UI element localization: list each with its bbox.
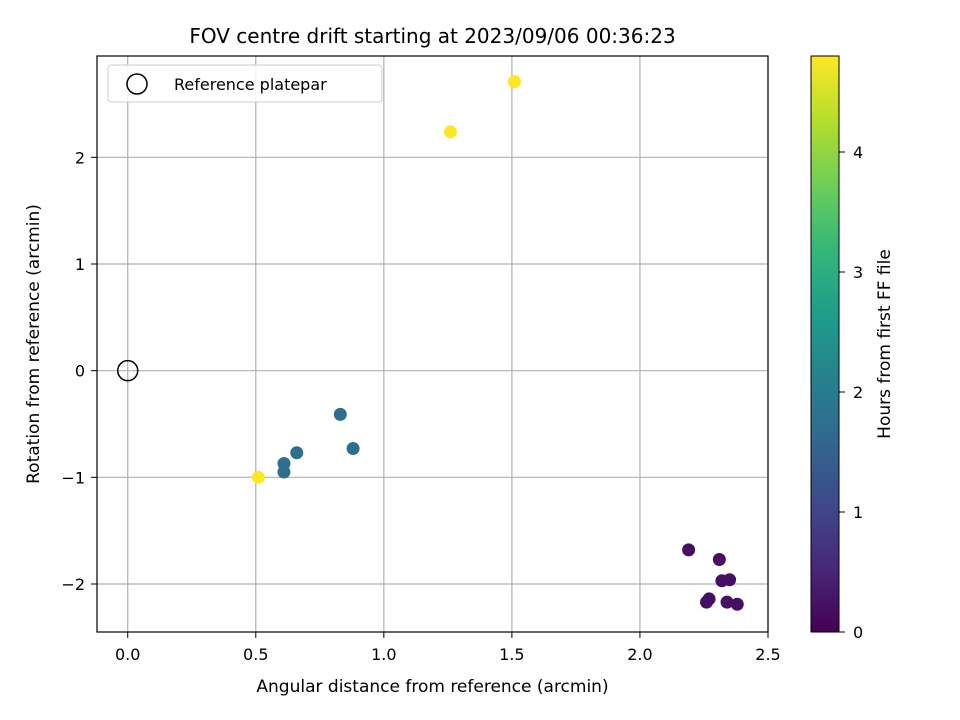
scatter-point bbox=[251, 470, 265, 484]
colorbar-tick-label: 0 bbox=[853, 623, 863, 642]
y-tick-label: −2 bbox=[61, 575, 85, 594]
scatter-point bbox=[507, 75, 521, 89]
plot-frame bbox=[96, 55, 769, 633]
colorbar-tick-label: 1 bbox=[853, 503, 863, 522]
scatter-point bbox=[290, 446, 304, 460]
reference-marker-layer bbox=[116, 359, 139, 382]
scatter-point bbox=[277, 465, 291, 479]
x-axis-label: Angular distance from reference (arcmin) bbox=[256, 677, 608, 697]
scatter-point bbox=[700, 595, 714, 609]
y-tick-label: 0 bbox=[75, 362, 85, 381]
y-axis-ticks: −2 −1 0 1 2 bbox=[61, 148, 97, 594]
scatter-point bbox=[723, 573, 737, 587]
y-axis-label: Rotation from reference (arcmin) bbox=[24, 204, 44, 484]
scatter-point bbox=[333, 407, 347, 421]
scatter-point bbox=[712, 552, 726, 566]
scatter-point bbox=[443, 125, 457, 139]
colorbar-tick-label: 3 bbox=[853, 263, 863, 282]
x-axis-ticks: 0.0 0.5 1.0 1.5 2.0 2.5 bbox=[115, 632, 781, 664]
y-tick-label: 2 bbox=[75, 148, 85, 167]
legend-box bbox=[107, 64, 383, 103]
colorbar-tick-label: 4 bbox=[853, 143, 863, 162]
x-tick-label: 0.5 bbox=[243, 645, 268, 664]
data-points bbox=[251, 75, 744, 611]
scatter-point bbox=[720, 595, 734, 609]
y-tick-label: 1 bbox=[75, 255, 85, 274]
x-tick-label: 1.0 bbox=[371, 645, 396, 664]
scatter-point bbox=[730, 597, 744, 611]
colorbar bbox=[810, 55, 840, 633]
legend-entry-reference-platepar: Reference platepar bbox=[174, 75, 327, 94]
legend: Reference platepar bbox=[107, 64, 383, 103]
scatter-point bbox=[682, 543, 696, 557]
colorbar-tick-label: 2 bbox=[853, 383, 863, 402]
x-tick-label: 0.0 bbox=[115, 645, 140, 664]
x-tick-label: 2.0 bbox=[627, 645, 652, 664]
scatter-point bbox=[346, 442, 360, 456]
x-tick-label: 1.5 bbox=[499, 645, 524, 664]
chart-title: FOV centre drift starting at 2023/09/06 … bbox=[189, 24, 675, 48]
y-tick-label: −1 bbox=[61, 468, 85, 487]
colorbar-label: Hours from first FF file bbox=[875, 249, 895, 439]
legend-circle-marker bbox=[126, 73, 148, 95]
grid-lines bbox=[97, 56, 769, 632]
reference-platepar-marker bbox=[116, 359, 139, 382]
colorbar-ticks: 0 1 2 3 4 bbox=[839, 143, 863, 642]
x-tick-label: 2.5 bbox=[755, 645, 780, 664]
